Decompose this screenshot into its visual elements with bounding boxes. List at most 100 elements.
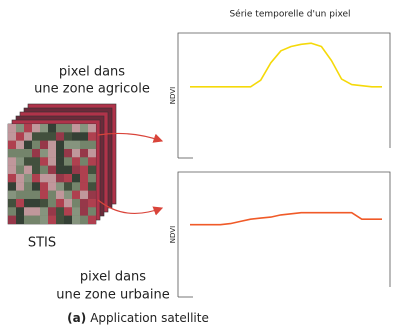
image-pixel	[24, 141, 32, 149]
image-pixel	[24, 166, 32, 174]
ndvi-line	[190, 213, 382, 225]
image-pixel	[72, 141, 80, 149]
image-pixel	[32, 182, 40, 190]
image-pixel	[16, 157, 24, 165]
image-pixel	[8, 182, 16, 190]
image-pixel	[72, 199, 80, 207]
image-pixel	[56, 199, 64, 207]
image-pixel	[24, 132, 32, 140]
image-pixel	[64, 207, 72, 215]
image-pixel	[72, 124, 80, 132]
image-pixel	[48, 207, 56, 215]
image-pixel	[24, 174, 32, 182]
image-pixel	[8, 132, 16, 140]
image-pixel	[64, 132, 72, 140]
image-pixel	[80, 191, 88, 199]
image-pixel	[72, 216, 80, 224]
image-pixel	[88, 157, 96, 165]
image-pixel	[72, 174, 80, 182]
image-pixel	[40, 207, 48, 215]
image-pixel	[48, 166, 56, 174]
image-pixel	[8, 216, 16, 224]
image-pixel	[8, 191, 16, 199]
image-pixel	[88, 191, 96, 199]
image-pixel	[88, 199, 96, 207]
image-pixel	[48, 149, 56, 157]
image-pixel	[24, 191, 32, 199]
image-pixel	[8, 199, 16, 207]
image-pixel	[56, 124, 64, 132]
image-pixel	[88, 216, 96, 224]
image-pixel	[40, 157, 48, 165]
chart-frame	[178, 172, 390, 297]
image-pixel	[48, 182, 56, 190]
image-pixel	[56, 207, 64, 215]
image-pixel	[64, 149, 72, 157]
title: Série temporelle d'un pixel	[229, 9, 350, 20]
image-pixel	[80, 141, 88, 149]
ndvi-line	[190, 43, 382, 87]
image-pixel	[88, 149, 96, 157]
image-pixel	[48, 191, 56, 199]
image-stack	[8, 104, 116, 224]
image-pixel	[72, 166, 80, 174]
image-pixel	[64, 174, 72, 182]
image-pixel	[72, 157, 80, 165]
image-pixel	[88, 166, 96, 174]
image-pixel	[40, 182, 48, 190]
image-pixel	[80, 216, 88, 224]
image-pixel	[56, 149, 64, 157]
image-pixel	[88, 207, 96, 215]
image-pixel	[40, 199, 48, 207]
image-pixel	[64, 157, 72, 165]
image-pixel	[80, 199, 88, 207]
figure: Série temporelle d'un pixel pixel dans u…	[0, 0, 393, 330]
image-pixel	[80, 166, 88, 174]
image-pixel	[56, 191, 64, 199]
caption-tag: (a)	[67, 311, 86, 325]
image-pixel	[40, 166, 48, 174]
image-pixel	[16, 199, 24, 207]
image-pixel	[48, 199, 56, 207]
caption: (a)Application satellite	[67, 311, 209, 325]
image-pixel	[80, 149, 88, 157]
image-pixel	[72, 132, 80, 140]
image-pixel	[32, 216, 40, 224]
image-pixel	[72, 149, 80, 157]
image-pixel	[48, 157, 56, 165]
image-pixel	[32, 191, 40, 199]
image-pixel	[16, 182, 24, 190]
urban-label: une zone urbaine	[56, 288, 169, 303]
image-pixel	[40, 174, 48, 182]
image-pixel	[32, 149, 40, 157]
image-pixel	[64, 216, 72, 224]
image-pixel	[56, 141, 64, 149]
image-pixel	[72, 207, 80, 215]
image-pixel	[56, 174, 64, 182]
image-pixel	[80, 157, 88, 165]
image-pixel	[40, 191, 48, 199]
image-pixel	[32, 207, 40, 215]
image-pixel	[80, 124, 88, 132]
image-pixel	[40, 124, 48, 132]
image-pixel	[32, 166, 40, 174]
agri-label: une zone agricole	[34, 82, 150, 97]
image-pixel	[8, 149, 16, 157]
image-pixel	[32, 141, 40, 149]
image-pixel	[8, 207, 16, 215]
urban-label: pixel dans	[80, 270, 146, 285]
stack-label: STIS	[28, 236, 56, 251]
image-pixel	[56, 182, 64, 190]
image-pixel	[88, 182, 96, 190]
image-pixel	[24, 124, 32, 132]
image-pixel	[88, 141, 96, 149]
image-pixel	[32, 132, 40, 140]
image-pixel	[8, 174, 16, 182]
image-pixel	[64, 124, 72, 132]
image-pixel	[56, 157, 64, 165]
image-pixel	[80, 174, 88, 182]
image-pixel	[16, 216, 24, 224]
image-pixel	[8, 166, 16, 174]
chart-frame	[178, 33, 390, 158]
image-pixel	[48, 174, 56, 182]
